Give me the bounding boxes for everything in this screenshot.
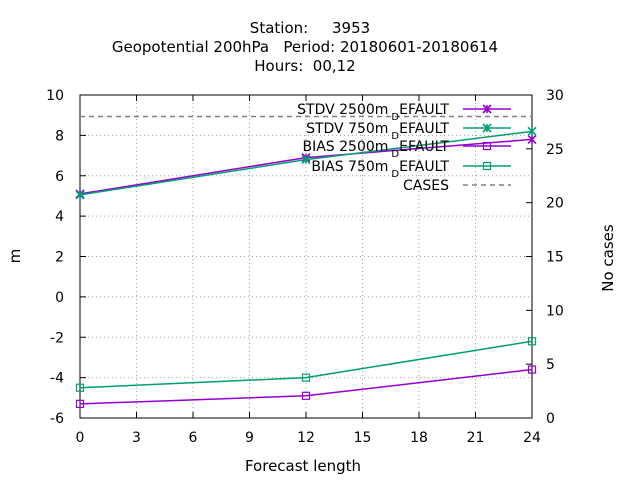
legend-label-0: STDV 2500m DEFAULT: [297, 102, 449, 123]
x-axis-label: Forecast length: [245, 457, 361, 475]
series-1-point: [527, 126, 537, 136]
chart-title: Station: 3953 Geopotential 200hPa Period…: [112, 19, 498, 75]
x-tick-label: 18: [410, 430, 428, 446]
legend-suffix: EFAULT: [399, 102, 449, 118]
y-tick-label: 0: [55, 290, 64, 306]
series-1-point: [75, 190, 85, 200]
y2-tick-label: 5: [546, 357, 555, 373]
x-tick-label: 24: [523, 430, 541, 446]
title-line-3: Hours: 00,12: [254, 57, 355, 75]
y2-tick-label: 20: [546, 196, 564, 212]
series-3-point: [75, 383, 85, 392]
legend-label-4: CASES: [403, 178, 449, 194]
series-2-point: [301, 391, 311, 400]
legend-marker-2: [482, 141, 492, 151]
legend-name: STDV 2500m: [297, 102, 388, 118]
series-3-point: [301, 373, 311, 382]
legend-marker-0: [482, 104, 492, 114]
legend-name: STDV 750m: [306, 121, 388, 137]
legend-name: CASES: [403, 178, 449, 194]
legend-marker-3: [482, 161, 492, 171]
y-tick-label: 4: [55, 209, 64, 225]
title-line-1: Station: 3953: [250, 19, 370, 37]
series-layer: [75, 115, 537, 408]
legend-label-3: BIAS 750m DEFAULT: [311, 159, 449, 180]
x-tick-label: 3: [132, 430, 141, 446]
legend-suffix: EFAULT: [399, 159, 449, 175]
legend-subscript: D: [391, 112, 399, 123]
legend-suffix: EFAULT: [399, 121, 449, 137]
y-axis-label: m: [6, 249, 24, 264]
y-tick-label: 2: [55, 250, 64, 266]
series-2-point: [75, 399, 85, 408]
series-line-3: [79, 340, 533, 389]
x-tick-label: 15: [354, 430, 372, 446]
y-tick-label: -2: [50, 330, 64, 346]
legend-subscript: D: [391, 169, 399, 180]
y2-tick-label: 30: [546, 88, 564, 104]
y2-tick-label: 25: [546, 142, 564, 158]
legend-marker-1: [482, 123, 492, 133]
series-line-2: [79, 368, 533, 405]
x-tick-label: 0: [76, 430, 85, 446]
y-tick-label: 10: [46, 88, 64, 104]
legend-name: BIAS 2500m: [303, 139, 389, 155]
x-tick-label: 6: [189, 430, 198, 446]
axes: [79, 94, 533, 419]
x-tick-label: 9: [245, 430, 254, 446]
legend-subscript: D: [391, 149, 399, 160]
legend-suffix: EFAULT: [399, 139, 449, 155]
y-tick-label: -6: [50, 411, 64, 427]
legend-subscript: D: [391, 131, 399, 142]
x-tick-label: 21: [467, 430, 485, 446]
series-2-point: [527, 365, 537, 374]
y2-axis-label: No cases: [599, 224, 617, 292]
legend-label-1: STDV 750m DEFAULT: [306, 121, 449, 142]
y2-tick-label: 0: [546, 411, 555, 427]
series-1-point: [301, 155, 311, 165]
legend-label-2: BIAS 2500m DEFAULT: [303, 139, 450, 160]
y2-tick-label: 10: [546, 303, 564, 319]
y-tick-label: 8: [55, 128, 64, 144]
y-tick-label: -4: [50, 371, 64, 387]
title-line-2: Geopotential 200hPa Period: 20180601-201…: [112, 38, 498, 56]
y-tick-label: 6: [55, 169, 64, 185]
x-tick-label: 12: [297, 430, 315, 446]
y2-tick-label: 15: [546, 250, 564, 266]
series-0-point: [527, 134, 537, 144]
legend-name: BIAS 750m: [311, 159, 388, 175]
series-3-point: [527, 337, 537, 346]
